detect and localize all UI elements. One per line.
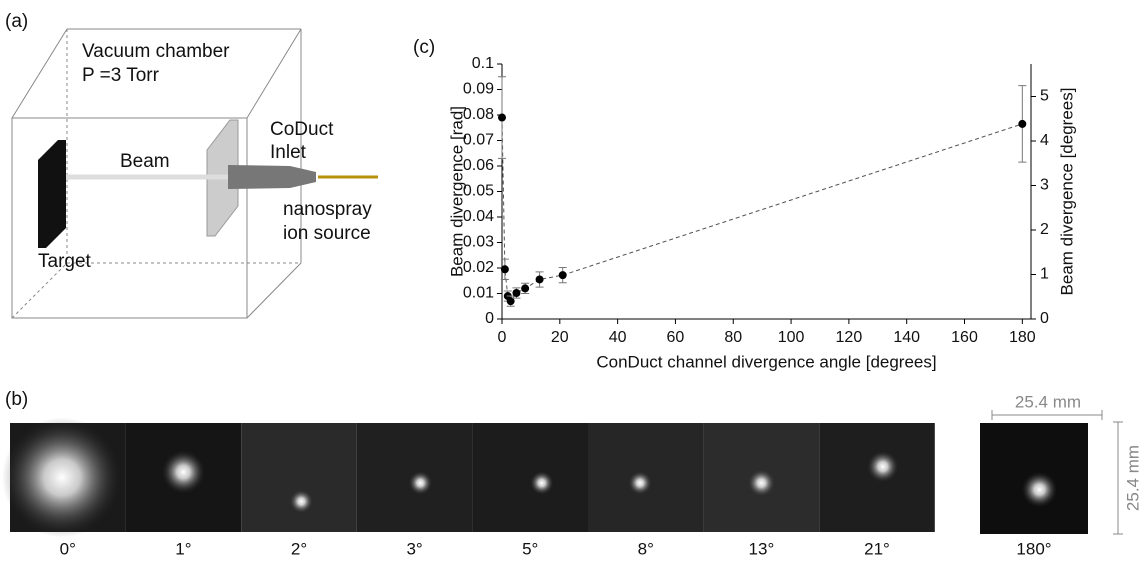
target-image <box>472 423 588 532</box>
y2-tick-label: 2 <box>1040 221 1049 238</box>
diagram-label: Vacuum chamber <box>82 41 230 62</box>
y-tick-label: 0.02 <box>463 259 494 276</box>
beam-spot <box>529 470 554 495</box>
target <box>38 140 66 248</box>
data-point <box>512 288 521 297</box>
data-point <box>558 271 567 280</box>
x-tick-label: 60 <box>667 329 685 346</box>
y-tick-label: 0.1 <box>472 55 494 72</box>
panel-label: (b) <box>5 389 28 410</box>
y-tick-label: 0.03 <box>463 234 494 251</box>
scale-bar <box>991 410 1103 420</box>
y2-tick-label: 4 <box>1040 132 1049 149</box>
image-label: 3° <box>406 539 422 558</box>
y2-tick-label: 5 <box>1040 88 1049 105</box>
diagram-label: P =3 Torr <box>82 65 160 86</box>
y-axis-label: Beam divergence [rad] <box>447 106 466 277</box>
y2-axis-label: Beam divergence [degrees] <box>1057 88 1076 296</box>
y-tick-label: 0 <box>485 310 494 327</box>
x-axis-label: ConDuct channel divergence angle [degree… <box>596 352 936 371</box>
axes <box>501 64 1032 320</box>
data-point <box>1018 119 1027 128</box>
panel-label: (a) <box>5 11 28 32</box>
scale-label: 25.4 mm <box>1123 445 1142 511</box>
image-label: 1° <box>175 539 191 558</box>
beam-spot <box>2 417 123 538</box>
y2-tick-label: 1 <box>1040 266 1049 283</box>
scale-label: 25.4 mm <box>1015 392 1081 411</box>
image-label: 21° <box>864 539 890 558</box>
image-label: 8° <box>638 539 654 558</box>
y-tick-label: 0.05 <box>463 183 494 200</box>
beam-spot <box>747 468 776 497</box>
x-tick-label: 100 <box>778 329 805 346</box>
x-tick-label: 160 <box>951 329 978 346</box>
y2-tick-label: 3 <box>1040 177 1049 194</box>
diagram-label: ion source <box>283 223 371 244</box>
beam-spot <box>289 489 314 514</box>
scale-bar <box>1113 421 1123 535</box>
image-label: 5° <box>522 539 538 558</box>
data-point <box>498 113 506 122</box>
y-tick-label: 0.08 <box>463 106 494 123</box>
y-tick-label: 0.04 <box>463 208 494 225</box>
data-point <box>506 297 515 306</box>
beam-spot <box>408 470 433 495</box>
image-label: 13° <box>749 539 775 558</box>
data-point <box>521 284 530 293</box>
data-point <box>500 265 509 274</box>
x-tick-label: 20 <box>551 329 569 346</box>
beam-spot <box>866 450 899 483</box>
target-image <box>241 423 357 532</box>
diagram-label: Beam <box>120 151 170 172</box>
y2-tick-label: 0 <box>1040 310 1049 327</box>
beam-spot <box>628 470 653 495</box>
beam-spot <box>1021 471 1058 508</box>
y-tick-label: 0.01 <box>463 285 494 302</box>
y-tick-label: 0.09 <box>463 81 494 98</box>
diagram-label: nanospray <box>283 199 372 220</box>
x-tick-label: 40 <box>609 329 627 346</box>
y-tick-label: 0.07 <box>463 132 494 149</box>
x-tick-label: 180 <box>1009 329 1036 346</box>
y-tick-label: 0.06 <box>463 157 494 174</box>
data-point <box>535 275 544 284</box>
x-tick-label: 80 <box>724 329 742 346</box>
x-tick-label: 120 <box>836 329 863 346</box>
image-label: 0° <box>60 539 76 558</box>
trend-line <box>501 117 1023 303</box>
panel-label: (c) <box>413 37 435 58</box>
nozzle <box>228 165 316 189</box>
x-tick-label: 0 <box>498 329 507 346</box>
diagram-label: Inlet <box>270 142 307 163</box>
image-label: 2° <box>291 539 307 558</box>
x-tick-label: 140 <box>893 329 920 346</box>
diagram-label: Target <box>38 251 92 272</box>
diagram-label: CoDuct <box>270 119 334 140</box>
image-label: 180° <box>1016 539 1051 558</box>
beam-spot <box>161 450 206 495</box>
chamber-diagram <box>11 28 302 319</box>
